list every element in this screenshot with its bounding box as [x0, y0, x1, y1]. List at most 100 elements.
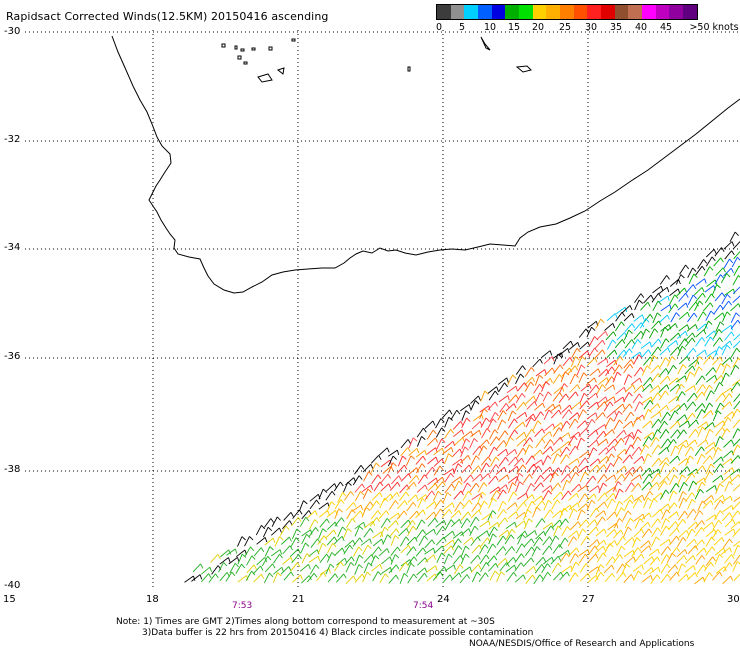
wind-barb-flag	[642, 494, 645, 501]
wind-barb-shaft	[678, 292, 687, 302]
wind-barb-flag	[648, 545, 652, 551]
wind-barb-flag	[548, 490, 553, 495]
wind-barb-flag	[350, 561, 355, 567]
wind-barb-shaft	[624, 384, 634, 393]
wind-barb-flag	[704, 349, 707, 355]
wind-barb-flag	[674, 323, 678, 329]
wind-barb-flag	[577, 502, 580, 508]
wind-barb-flag	[737, 455, 740, 460]
lat-label: -38	[4, 464, 21, 475]
wind-barb-shaft	[380, 459, 391, 468]
wind-barb-shaft	[730, 312, 737, 323]
wind-barb-shaft	[552, 544, 560, 554]
wind-barb-shaft	[694, 527, 702, 537]
wind-barb-shaft	[391, 475, 400, 485]
wind-barb-flag	[209, 567, 213, 572]
wind-barb-shaft	[354, 573, 363, 583]
wind-barb-flag	[421, 436, 426, 440]
wind-barb-shaft	[660, 573, 668, 584]
wind-barb-flag	[559, 404, 562, 410]
wind-barb-flag	[246, 575, 249, 581]
wind-barb-shaft	[687, 294, 694, 306]
wind-barb-flag	[379, 481, 384, 487]
wind-barb-flag	[299, 509, 303, 515]
wind-barb-shaft	[577, 409, 584, 420]
wind-barb-flag	[680, 383, 685, 389]
wind-barb-flag	[281, 567, 285, 573]
wind-barb-shaft	[444, 483, 452, 494]
wind-barb-shaft	[685, 492, 693, 502]
wind-barb-shaft	[334, 499, 342, 510]
wind-barb-shaft	[326, 483, 335, 492]
wind-barb-flag	[574, 445, 579, 451]
wind-barb-shaft	[625, 556, 634, 565]
wind-barb-flag	[629, 454, 633, 460]
wind-barb-shaft	[677, 458, 687, 466]
wind-barb-flag	[664, 390, 669, 396]
wind-barb-flag	[677, 421, 681, 426]
wind-barb-shaft	[360, 538, 371, 546]
legend-color-swatch	[437, 5, 451, 19]
wind-barb-flag	[539, 574, 544, 579]
wind-barb-flag	[593, 377, 597, 383]
wind-barb-shaft	[721, 357, 731, 366]
wind-barb-flag	[691, 492, 696, 497]
wind-barb-shaft	[290, 562, 298, 572]
wind-barb-shaft	[416, 567, 426, 576]
wind-barb-shaft	[567, 536, 574, 547]
wind-barb-shaft	[604, 322, 614, 331]
wind-barb-shaft	[704, 422, 713, 430]
wind-barb-shaft	[705, 463, 712, 475]
wind-barb-shaft	[678, 529, 688, 539]
wind-barb-flag	[682, 444, 687, 449]
wind-barb-shaft	[695, 555, 703, 565]
wind-barb-flag	[611, 573, 616, 578]
wind-barb-shaft	[589, 507, 597, 518]
wind-barb-flag	[564, 537, 569, 543]
wind-barb-shaft	[677, 439, 687, 448]
wind-barb-flag	[678, 279, 681, 285]
wind-barb-flag	[721, 247, 725, 252]
wind-barb-shaft	[568, 445, 576, 456]
wind-barb-flag	[588, 384, 592, 390]
wind-barb-shaft	[704, 293, 712, 304]
wind-barb-flag	[541, 438, 546, 444]
wind-barb-flag	[702, 292, 706, 298]
wind-barb-shaft	[660, 563, 668, 574]
wind-barb-flag	[477, 395, 481, 401]
wind-barb-flag	[692, 347, 697, 353]
wind-barb-flag	[370, 484, 374, 491]
wind-barb-shaft	[606, 410, 615, 419]
wind-barb-flag	[701, 520, 705, 526]
wind-barb-shaft	[684, 365, 693, 375]
wind-barb-shaft	[523, 538, 532, 548]
wind-barb-shaft	[462, 430, 472, 439]
wind-barb-shaft	[669, 383, 679, 392]
wind-barb-flag	[671, 552, 676, 558]
wind-barb-flag	[710, 410, 714, 416]
wind-barb-flag	[686, 530, 690, 536]
wind-barb-shaft	[487, 418, 494, 429]
wind-barb-flag	[289, 545, 293, 551]
wind-barb-flag	[565, 393, 569, 399]
legend-color-swatch	[614, 5, 629, 19]
wind-barb-shaft	[714, 547, 724, 556]
wind-barb-shaft	[633, 314, 643, 322]
wind-barb-flag	[701, 426, 707, 431]
wind-barb-shaft	[623, 363, 631, 374]
wind-barb-flag	[600, 318, 605, 324]
wind-barb-flag	[458, 519, 462, 525]
wind-barb-flag	[720, 257, 724, 263]
wind-barb-shaft	[442, 447, 452, 455]
coastline	[111, 35, 740, 294]
wind-barb-shaft	[660, 554, 667, 565]
wind-barb-flag	[483, 500, 488, 505]
wind-barb-shaft	[642, 436, 649, 447]
wind-barb-flag	[720, 475, 724, 481]
wind-barb-flag	[323, 535, 328, 540]
wind-barb-flag	[586, 465, 589, 471]
wind-barb-flag	[441, 427, 446, 432]
wind-barb-shaft	[381, 567, 391, 574]
wind-barb-shaft	[522, 437, 531, 447]
wind-barb-shaft	[733, 545, 739, 556]
